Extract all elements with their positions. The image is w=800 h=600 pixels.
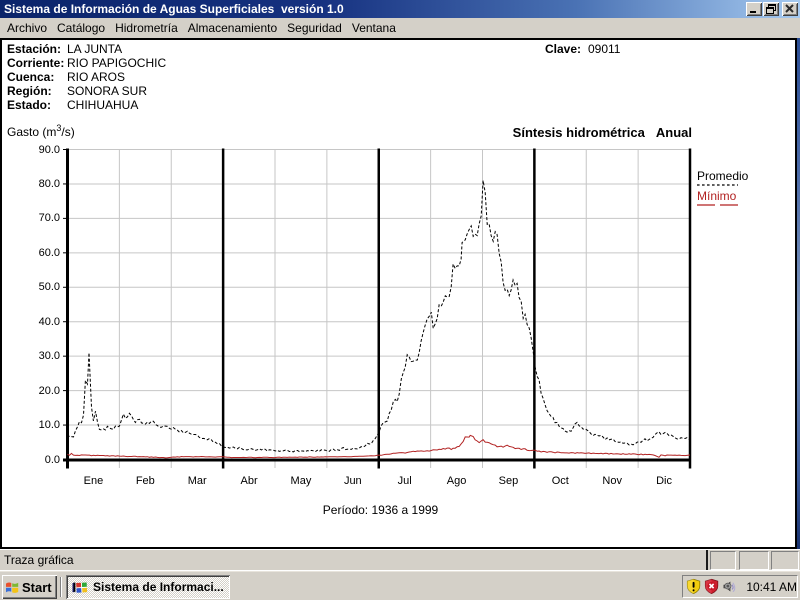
chart-mode: Anual [655, 125, 692, 140]
security-error-shield-icon[interactable] [704, 578, 719, 595]
y-tick-label: 20.0 [38, 384, 60, 397]
close-icon [785, 4, 794, 13]
y-tick-label: 70.0 [38, 212, 60, 225]
station-field-value: CHIHUAHUA [67, 98, 139, 112]
clave-value: 09011 [588, 42, 621, 56]
x-month-label: Mar [187, 474, 207, 487]
menu-item-hidrometria[interactable]: Hidrometría [115, 21, 178, 35]
security-warning-shield-icon[interactable] [686, 578, 701, 595]
chart-legend: Promedio Mínimo [697, 170, 792, 210]
series-minimo [67, 434, 691, 459]
y-tick-label: 10.0 [38, 419, 60, 432]
y-tick-label: 50.0 [38, 281, 60, 294]
station-field-label: Cuenca: [7, 70, 55, 84]
station-field-label: Estado: [7, 98, 52, 112]
restore-icon [766, 4, 776, 14]
client-area: Estación: LA JUNTA Corriente: RIO PAPIGOCHI… [0, 38, 797, 549]
x-month-label: Ago [446, 474, 467, 487]
start-label: Start [22, 579, 52, 595]
menu-item-catalogo[interactable]: Catálogo [57, 21, 106, 35]
y-tick-label: 0.0 [44, 453, 60, 466]
x-month-label: Sep [498, 474, 519, 487]
station-field-value: RIO PAPIGOCHIC [67, 56, 167, 70]
station-field-label: Estación: [7, 42, 62, 56]
y-tick-label: 60.0 [38, 246, 60, 259]
x-month-label: Jun [343, 474, 362, 487]
taskbar-clock: 10:41 AM [746, 579, 798, 594]
y-tick-label: 90.0 [38, 143, 60, 156]
start-button[interactable]: Start [2, 575, 57, 599]
x-month-label: Abr [240, 474, 258, 487]
windows-logo-icon [72, 581, 88, 593]
chart-caption: Período: 1936 a 1999 [322, 503, 439, 517]
status-panel [771, 551, 799, 570]
status-bar: Traza gráfica [0, 549, 800, 571]
chart-title: Síntesis hidrométrica Anual [512, 125, 692, 140]
task-label: Sistema de Informaci... [93, 580, 224, 594]
hydrograph-chart [63, 148, 692, 469]
taskbar-separator [60, 577, 62, 597]
station-field-value: SONORA SUR [67, 84, 148, 98]
status-divider [706, 550, 708, 571]
y-tick-label: 30.0 [38, 350, 60, 363]
station-field-label: Región: [7, 84, 52, 98]
desktop-edge [797, 38, 800, 551]
status-panel [710, 551, 736, 570]
clave-label: Clave: [545, 42, 582, 56]
legend-label-minimo: Mínimo [697, 189, 737, 203]
menu-item-seguridad[interactable]: Seguridad [287, 21, 342, 35]
x-month-label: Nov [602, 474, 622, 487]
status-panel [739, 551, 769, 570]
x-month-label: Ene [83, 474, 104, 487]
station-field-value: RIO AROS [67, 70, 126, 84]
menu-item-ventana[interactable]: Ventana [351, 21, 396, 35]
menu-bar: Archivo Catálogo Hidrometría Almacenamiento… [0, 18, 800, 38]
close-button[interactable] [782, 2, 798, 16]
menu-item-almacenamiento[interactable]: Almacenamiento [187, 21, 278, 35]
x-month-label: Feb [135, 474, 155, 487]
series-promedio [67, 180, 691, 453]
station-field-value: LA JUNTA [67, 42, 123, 56]
window-title: Sistema de Información de Aguas Superfic… [4, 2, 344, 16]
system-tray: 10:41 AM [682, 575, 798, 598]
legend-line-sample [697, 204, 738, 206]
x-month-label: Jul [397, 474, 412, 487]
taskbar: Start Sistema de Informaci... [0, 570, 800, 600]
volume-icon[interactable] [722, 579, 738, 595]
window-titlebar: Sistema de Información de Aguas Superfic… [0, 0, 800, 18]
window-controls [745, 2, 798, 16]
status-text: Traza gráfica [4, 553, 74, 567]
legend-label-promedio: Promedio [697, 169, 749, 183]
minimize-icon [750, 11, 756, 13]
x-month-label: May [290, 474, 312, 487]
legend-line-sample [697, 184, 738, 186]
task-button-active[interactable]: Sistema de Informaci... [66, 575, 230, 599]
station-field-label: Corriente: [7, 56, 65, 70]
restore-button[interactable] [763, 2, 779, 16]
menu-item-archivo[interactable]: Archivo [7, 21, 48, 35]
minimize-button[interactable] [746, 2, 762, 16]
windows-start-icon [6, 582, 19, 593]
y-tick-label: 40.0 [38, 315, 60, 328]
y-axis-title: Gasto (m3/s) [7, 123, 75, 139]
x-month-label: Dic [656, 474, 672, 487]
x-month-label: Oct [551, 474, 569, 487]
y-tick-label: 80.0 [38, 177, 60, 190]
